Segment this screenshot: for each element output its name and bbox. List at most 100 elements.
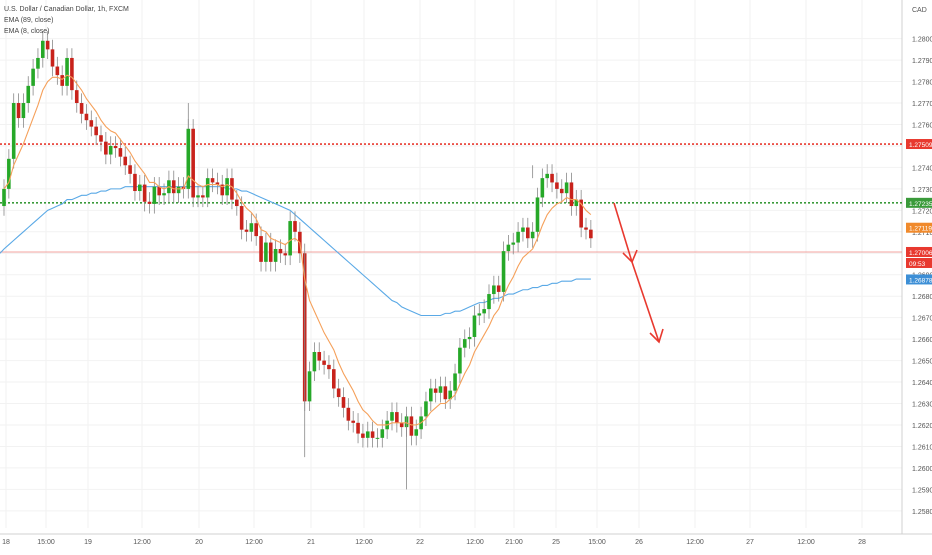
x-tick-label: 12:00 [797,539,815,546]
candle-body [74,90,79,104]
candle-body [128,165,132,174]
x-tick-label: 12:00 [245,539,263,546]
y-tick-label: 1.27700 [912,101,932,108]
axis-price-tag-label: 1.26878 [909,277,932,284]
candle-body [540,178,545,198]
candle-body [138,184,142,192]
candle-body [569,182,574,207]
candle-body [70,57,74,91]
axis-price-tag [906,274,932,285]
candle-body [433,388,438,393]
candle-body [564,182,569,194]
candle-body [147,201,152,204]
candle-body [492,285,496,295]
axis-price-tag-label: 1.27509 [909,142,932,149]
y-tick-label: 1.26300 [912,402,932,409]
y-tick-label: 1.28000 [912,37,932,44]
candle-body [176,186,181,194]
y-tick-label: 1.26000 [912,466,932,473]
candle-body [482,309,486,314]
x-tick-label: 27 [746,539,754,546]
y-tick-label: 1.27300 [912,187,932,194]
candle-body [288,221,292,256]
candle-body [152,186,157,204]
candle-body [448,390,452,400]
y-tick-label: 1.27200 [912,208,932,215]
y-tick-label: 1.26200 [912,423,932,430]
x-tick-label: 15:00 [37,539,55,546]
candle-body [259,236,263,262]
candle-body [501,251,506,292]
candle-body [453,373,457,391]
candle-body [361,433,365,438]
y-tick-label: 1.25900 [912,487,932,494]
candle-body [99,135,103,142]
y-tick-label: 1.27800 [912,80,932,87]
legend-symbol: U.S. Dollar / Canadian Dollar, 1h, FXCM [4,6,129,13]
candle-body [31,68,35,86]
candle-body [133,173,137,192]
y-tick-label: 1.27400 [912,165,932,172]
candle-body [395,412,399,423]
y-tick-label: 1.27100 [912,230,932,237]
candle-body [327,364,331,370]
candle-body [264,242,268,262]
x-tick-label: 12:00 [686,539,704,546]
axis-price-tag [906,197,932,208]
candle-body [210,178,215,183]
x-tick-label: 18 [2,539,10,546]
x-tick-label: 20 [195,539,203,546]
candle-body [526,227,530,239]
candle-body [365,431,370,438]
candle-body [496,285,501,292]
candle-body [142,184,147,202]
candle-body [268,242,273,262]
candle-body [45,40,50,50]
candle-body [443,386,448,400]
y-tick-label: 1.26600 [912,337,932,344]
candle-body [559,188,564,194]
candle-body [94,126,98,136]
candle-body [16,103,21,119]
y-tick-label: 1.26500 [912,359,932,366]
candle-body [399,422,404,428]
candle-body [336,388,341,398]
x-tick-label: 22 [416,539,424,546]
annotation-arrow-2 [631,261,660,343]
candle-body [516,231,520,243]
axis-price-tag [906,222,932,233]
axis-price-tag [906,139,932,150]
candle-body [506,244,511,252]
y-tick-label: 1.27600 [912,122,932,129]
candle-body [84,113,89,121]
y-tick-label: 1.26700 [912,316,932,323]
candle-body [535,197,540,232]
ema-fast-line [3,74,592,426]
candle-body [7,158,11,189]
x-tick-label: 21 [307,539,315,546]
candle-body [171,180,176,194]
candle-body [254,223,258,237]
candle-body [36,57,40,69]
y-tick-label: 1.25800 [912,509,932,516]
candle-body [293,221,297,232]
candle-body [162,193,166,196]
candle-body [438,386,443,393]
candle-body [589,229,593,239]
candle-body [186,128,191,189]
currency-label: CAD [912,7,927,14]
candle-body [429,388,433,402]
candle-body [322,360,326,365]
candle-body [332,369,336,389]
candle-body [230,178,234,200]
candle-body [341,397,346,408]
candle-body [424,401,428,417]
x-tick-label: 12:00 [133,539,151,546]
candle-body [530,231,535,239]
candle-body [312,352,317,372]
candle-body [249,223,254,232]
candle-body [278,248,283,254]
candle-body [555,182,559,189]
